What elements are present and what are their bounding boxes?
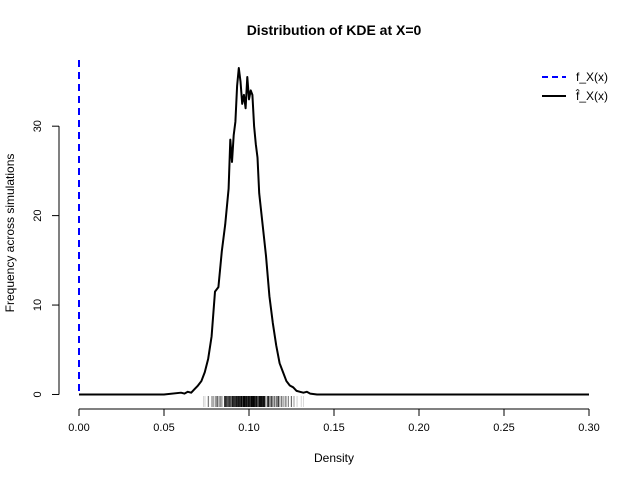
y-axis-label: Frequency across simulations [3, 154, 17, 313]
x-tick-label: 0.30 [578, 422, 599, 434]
x-tick-label: 0.05 [153, 422, 174, 434]
legend-label-kde: f̂_X(x) [576, 88, 608, 103]
chart-title: Distribution of KDE at X=0 [247, 22, 422, 38]
y-tick-label: 0 [32, 391, 44, 397]
legend: f_X(x) f̂_X(x) [542, 70, 608, 103]
legend-label-true-density: f_X(x) [576, 70, 608, 84]
y-tick-label: 30 [32, 120, 44, 132]
x-axis-label: Density [314, 451, 354, 465]
y-tick-label: 10 [32, 299, 44, 311]
kde-curve [79, 67, 589, 396]
x-tick-label: 0.25 [493, 422, 514, 434]
x-axis: 0.00 0.05 0.10 0.15 0.20 0.25 0.30 [68, 408, 600, 434]
x-tick-label: 0.15 [323, 422, 344, 434]
x-tick-label: 0.00 [68, 422, 89, 434]
x-tick-label: 0.20 [408, 422, 429, 434]
x-tick-label: 0.10 [238, 422, 259, 434]
y-tick-label: 20 [32, 209, 44, 221]
y-axis: 0 10 20 30 [32, 120, 60, 398]
rug-marks [203, 396, 304, 407]
